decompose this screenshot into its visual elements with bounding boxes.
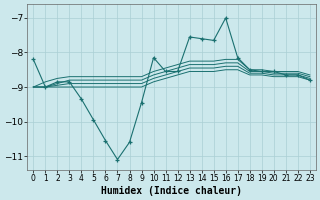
X-axis label: Humidex (Indice chaleur): Humidex (Indice chaleur) [101,186,242,196]
